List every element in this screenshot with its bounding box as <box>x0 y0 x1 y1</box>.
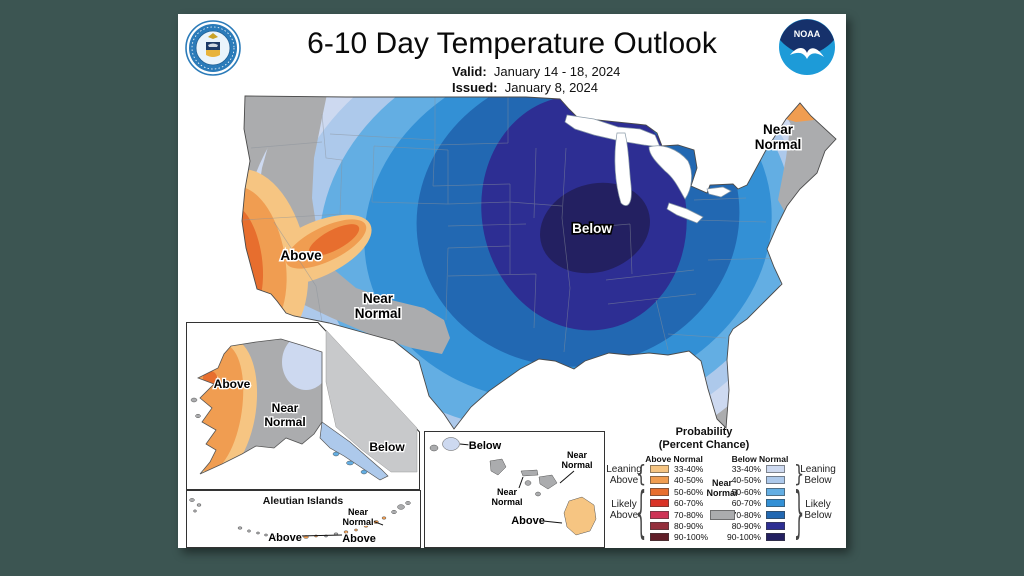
canada-land <box>325 329 418 473</box>
swatch-near-normal <box>710 510 735 520</box>
legend-row: 80-90% <box>650 521 708 531</box>
hawaii-label-near-b2: Normal <box>561 460 592 470</box>
alaska-panhandle <box>319 421 389 481</box>
legend-row: 90-100% <box>723 532 785 542</box>
alaska-label-below: Below <box>369 440 405 454</box>
brace-leaning-below: } <box>794 459 805 488</box>
lake-huron <box>648 145 692 200</box>
legend-leaning-below: Leaning Below <box>800 464 836 486</box>
great-lakes <box>564 114 732 224</box>
page-title: 6-10 Day Temperature Outlook <box>307 27 717 60</box>
alaska-inset: Above Near Normal Below <box>186 322 420 490</box>
label-near-northeast-1: Near <box>763 122 794 137</box>
legend-near-normal: Near Normal <box>706 478 738 498</box>
swatch-above-80-90 <box>650 521 669 530</box>
legend-above-column: 33-40% 40-50% 50-60% 60-70% 70-80% 80-90… <box>650 464 708 545</box>
legend-below-header: Below Normal <box>731 454 789 464</box>
lake-ontario <box>706 186 732 198</box>
legend-row: 80-90% <box>723 521 785 531</box>
label-near-northeast-2: Normal <box>755 137 802 152</box>
alaska-coastline <box>197 338 323 475</box>
aleutians-label-above-left: Above <box>268 532 302 544</box>
hawaii-label-above: Above <box>511 515 545 527</box>
aleutians-label-near-1: Near <box>348 507 369 517</box>
swatch-below-60-70 <box>766 499 785 508</box>
hawaii-label-near-b1: Near <box>567 450 588 460</box>
noaa-logo-icon: NOAA <box>779 19 835 75</box>
legend-row: 40-50% <box>650 475 708 485</box>
issued-line: Issued: January 8, 2024 <box>452 80 598 95</box>
label-above-west: Above <box>280 248 322 263</box>
legend-likely-below: Likely Below <box>804 499 832 521</box>
label-below-central: Below <box>572 221 612 236</box>
swatch-below-80-90 <box>766 521 785 530</box>
probability-legend: Probability (Percent Chance) Above Norma… <box>606 426 846 548</box>
legend-title-2: (Percent Chance) <box>658 439 750 451</box>
alaska-label-near-2: Normal <box>264 415 305 429</box>
swatch-above-50-60 <box>650 487 669 496</box>
commerce-seal-icon <box>185 20 241 76</box>
island-kahoolawe <box>535 491 541 497</box>
outlook-graphic: 6-10 Day Temperature Outlook Valid: Janu… <box>178 14 846 548</box>
legend-likely-above: Likely Above <box>609 499 639 521</box>
swatch-below-40-50 <box>766 476 785 485</box>
legend-row: 70-80% <box>650 510 708 520</box>
hawaii-label-below: Below <box>469 440 502 452</box>
island-maui <box>538 474 558 490</box>
island-hawaii-big <box>563 496 597 536</box>
lake-michigan <box>614 132 632 206</box>
legend-below-column: 33-40% 40-50% 50-60% 60-70% 70-80% 80-90… <box>723 464 785 545</box>
legend-row: 50-60% <box>723 487 785 497</box>
legend-row: 90-100% <box>650 532 708 542</box>
swatch-below-33-40 <box>766 465 785 473</box>
aleutians-inset: Aleutian Islands <box>186 490 421 548</box>
legend-row: 40-50% <box>723 475 785 485</box>
aleutians-label-above-right: Above <box>342 533 376 545</box>
label-near-west-2: Normal <box>355 306 402 321</box>
hawaii-label-near-a2: Normal <box>491 497 522 507</box>
legend-row: 33-40% <box>723 464 785 474</box>
valid-line: Valid: January 14 - 18, 2024 <box>452 64 621 79</box>
legend-above-header: Above Normal <box>645 454 703 464</box>
brace-likely-below: } <box>794 478 805 545</box>
island-lanai <box>524 480 532 486</box>
legend-row: 60-70% <box>650 498 708 508</box>
legend-title-1: Probability <box>675 426 733 438</box>
legend-leaning-above: Leaning Above <box>606 464 642 486</box>
island-kauai <box>442 437 460 451</box>
hawaii-label-near-a1: Near <box>497 487 518 497</box>
legend-row: 33-40% <box>650 464 708 474</box>
swatch-above-70-80 <box>650 510 669 519</box>
legend-row: 60-70% <box>723 498 785 508</box>
state-borders <box>242 97 783 353</box>
aleutians-inset-border <box>186 490 421 548</box>
aleutians-title: Aleutian Islands <box>263 495 344 507</box>
island-niihau <box>429 444 439 452</box>
lake-erie <box>666 202 704 224</box>
swatch-above-60-70 <box>650 499 669 508</box>
swatch-below-50-60 <box>766 487 785 496</box>
alaska-label-near-1: Near <box>272 401 299 415</box>
swatch-below-90-100 <box>766 533 785 542</box>
brace-leaning-above: { <box>636 459 647 488</box>
legend-row: 70-80% <box>723 510 785 520</box>
swatch-above-40-50 <box>650 476 669 485</box>
island-molokai <box>520 469 539 477</box>
legend-row: 50-60% <box>650 487 708 497</box>
swatch-above-90-100 <box>650 533 669 542</box>
swatch-above-33-40 <box>650 465 669 473</box>
brace-likely-above: { <box>636 478 647 545</box>
svg-text:NOAA: NOAA <box>794 29 821 39</box>
below-90-100-core <box>540 182 650 274</box>
date-block: Valid: January 14 - 18, 2024 Issued: Jan… <box>452 64 620 96</box>
conus-map: Above Near Normal Below Near Normal <box>241 95 837 430</box>
island-oahu <box>489 458 507 476</box>
aleutians-label-near-2: Normal <box>342 517 373 527</box>
hawaii-inset: Below Near Normal Near Normal Above <box>424 431 605 548</box>
us-coastline <box>241 95 837 430</box>
label-near-west-1: Near <box>363 291 394 306</box>
swatch-below-70-80 <box>766 510 785 519</box>
alaska-label-above: Above <box>214 377 251 391</box>
